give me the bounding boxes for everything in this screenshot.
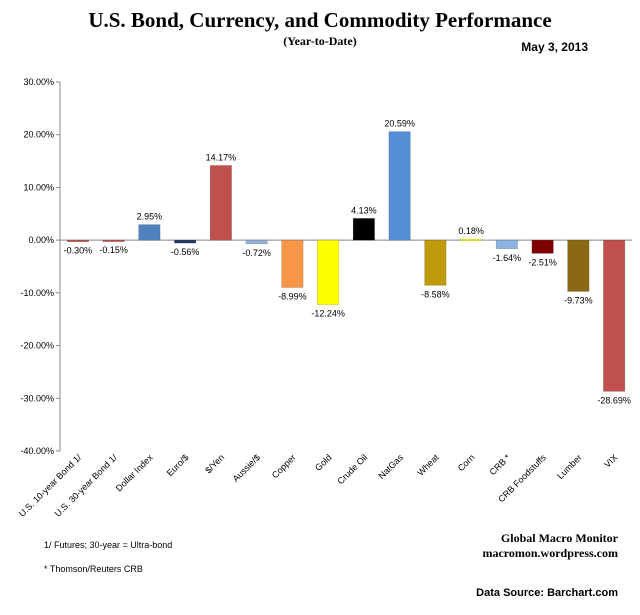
data-source: Data Source: Barchart.com xyxy=(476,587,618,599)
y-tick-label: -20.00% xyxy=(20,341,54,351)
bar xyxy=(281,239,304,288)
chart-date: May 3, 2013 xyxy=(521,40,588,54)
y-tick-label: 10.00% xyxy=(23,182,54,192)
data-label: -8.58% xyxy=(421,289,450,299)
data-label: 4.13% xyxy=(351,205,377,215)
bar xyxy=(388,131,411,241)
brand-name: Global Macro Monitor xyxy=(500,531,618,545)
data-label: -2.51% xyxy=(528,257,557,267)
category-label: Crude Oil xyxy=(335,452,369,486)
bar xyxy=(531,239,554,254)
data-label: -1.64% xyxy=(493,253,522,263)
category-label: $/Yen xyxy=(203,452,226,475)
bar xyxy=(245,239,268,245)
bar xyxy=(567,239,590,292)
chart-subtitle: (Year-to-Date) xyxy=(283,34,357,48)
category-label: Dollar Index xyxy=(114,452,155,493)
bar xyxy=(66,239,89,242)
footnote-crb: * Thomson/Reuters CRB xyxy=(44,564,143,574)
category-label: Corn xyxy=(456,452,477,473)
footnote-futures: 1/ Futures; 30-year = Ultra-bond xyxy=(44,540,173,550)
category-label: Gold xyxy=(313,452,334,473)
y-tick-label: 0.00% xyxy=(28,235,54,245)
bar xyxy=(460,238,483,241)
bar xyxy=(495,239,518,250)
bar xyxy=(317,239,340,305)
data-label: -28.69% xyxy=(597,395,631,405)
y-tick-label: -10.00% xyxy=(20,288,54,298)
data-label: -12.24% xyxy=(311,309,345,319)
bar xyxy=(102,239,125,242)
category-label: Lumber xyxy=(555,452,584,481)
category-label: U.S. 30-year Bond 1/ xyxy=(53,452,120,519)
bar xyxy=(138,224,161,241)
y-tick-label: -40.00% xyxy=(20,446,54,456)
data-label: -9.73% xyxy=(564,295,593,305)
category-label: Wheat xyxy=(415,452,441,478)
bar xyxy=(352,218,375,241)
category-label: Aussie/$ xyxy=(231,452,262,483)
category-label: Copper xyxy=(270,452,298,480)
bar xyxy=(174,239,197,244)
data-label: -0.15% xyxy=(99,245,128,255)
data-label: 14.17% xyxy=(206,152,237,162)
category-label: CRB * xyxy=(488,452,513,477)
data-label: -8.99% xyxy=(278,292,307,302)
y-tick-label: 30.00% xyxy=(23,77,54,87)
y-tick-label: 20.00% xyxy=(23,130,54,140)
bar xyxy=(424,239,447,286)
bar xyxy=(209,165,232,241)
data-label: -0.56% xyxy=(171,247,200,257)
data-label: 0.18% xyxy=(458,226,484,236)
category-label: Euro/$ xyxy=(165,452,191,478)
data-label: 2.95% xyxy=(137,212,163,222)
category-label: VIX xyxy=(602,452,619,469)
brand-url: macromon.wordpress.com xyxy=(482,546,618,560)
chart-title: U.S. Bond, Currency, and Commodity Perfo… xyxy=(88,8,552,32)
category-label: U.S. 10-year Bond 1/ xyxy=(17,452,84,519)
y-tick-label: -30.00% xyxy=(20,393,54,403)
data-label: -0.30% xyxy=(64,246,93,256)
data-label: 20.59% xyxy=(384,119,415,129)
category-label: NatGas xyxy=(376,452,405,481)
data-label: -0.72% xyxy=(242,248,271,258)
bar xyxy=(603,239,626,392)
